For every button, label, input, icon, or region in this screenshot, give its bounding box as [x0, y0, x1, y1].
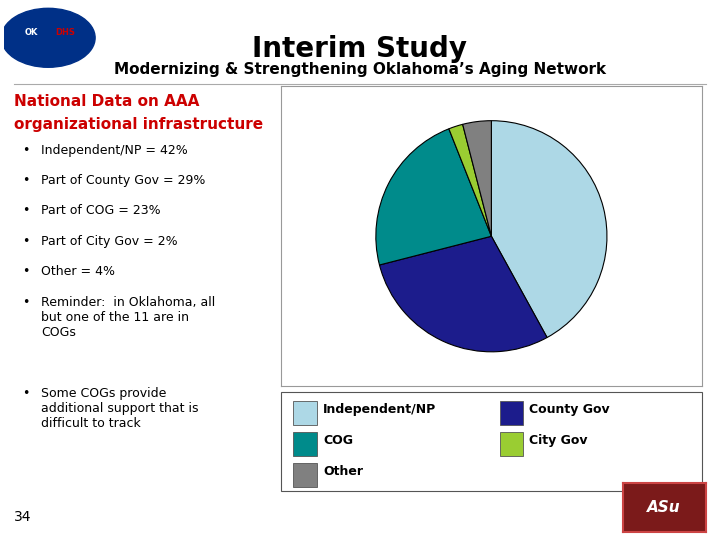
Text: Part of City Gov = 2%: Part of City Gov = 2% — [41, 235, 178, 248]
Text: Part of County Gov = 29%: Part of County Gov = 29% — [41, 174, 205, 187]
Text: Modernizing & Strengthening Oklahoma’s Aging Network: Modernizing & Strengthening Oklahoma’s A… — [114, 62, 606, 77]
Text: OK: OK — [24, 28, 38, 37]
Text: Independent/NP: Independent/NP — [323, 403, 436, 416]
Text: Other = 4%: Other = 4% — [41, 265, 115, 278]
Text: •: • — [22, 265, 30, 278]
Text: City Gov: City Gov — [529, 434, 588, 447]
Text: organizational infrastructure: organizational infrastructure — [14, 117, 264, 132]
Wedge shape — [379, 237, 547, 352]
Wedge shape — [449, 124, 491, 237]
Text: ASu: ASu — [647, 500, 681, 515]
Bar — [294, 463, 317, 488]
Text: •: • — [22, 387, 30, 400]
Wedge shape — [491, 120, 607, 338]
Text: •: • — [22, 174, 30, 187]
Text: 34: 34 — [14, 510, 32, 524]
Text: Other: Other — [323, 465, 363, 478]
Wedge shape — [463, 120, 492, 237]
Text: National Data on AAA: National Data on AAA — [14, 94, 199, 109]
Bar — [500, 401, 523, 426]
Text: COG: COG — [323, 434, 353, 447]
Text: Reminder:  in Oklahoma, all
but one of the 11 are in
COGs: Reminder: in Oklahoma, all but one of th… — [41, 295, 215, 339]
Text: County Gov: County Gov — [529, 403, 610, 416]
Circle shape — [1, 8, 95, 68]
Bar — [294, 401, 317, 426]
Text: •: • — [22, 144, 30, 157]
Text: Interim Study: Interim Study — [253, 35, 467, 63]
Text: Part of COG = 23%: Part of COG = 23% — [41, 205, 161, 218]
Text: •: • — [22, 235, 30, 248]
Bar — [294, 433, 317, 456]
Bar — [500, 433, 523, 456]
Text: •: • — [22, 295, 30, 308]
Wedge shape — [376, 129, 491, 265]
Text: DHS: DHS — [55, 28, 75, 37]
Text: •: • — [22, 205, 30, 218]
Text: Some COGs provide
additional support that is
difficult to track: Some COGs provide additional support tha… — [41, 387, 199, 430]
Text: Independent/NP = 42%: Independent/NP = 42% — [41, 144, 188, 157]
